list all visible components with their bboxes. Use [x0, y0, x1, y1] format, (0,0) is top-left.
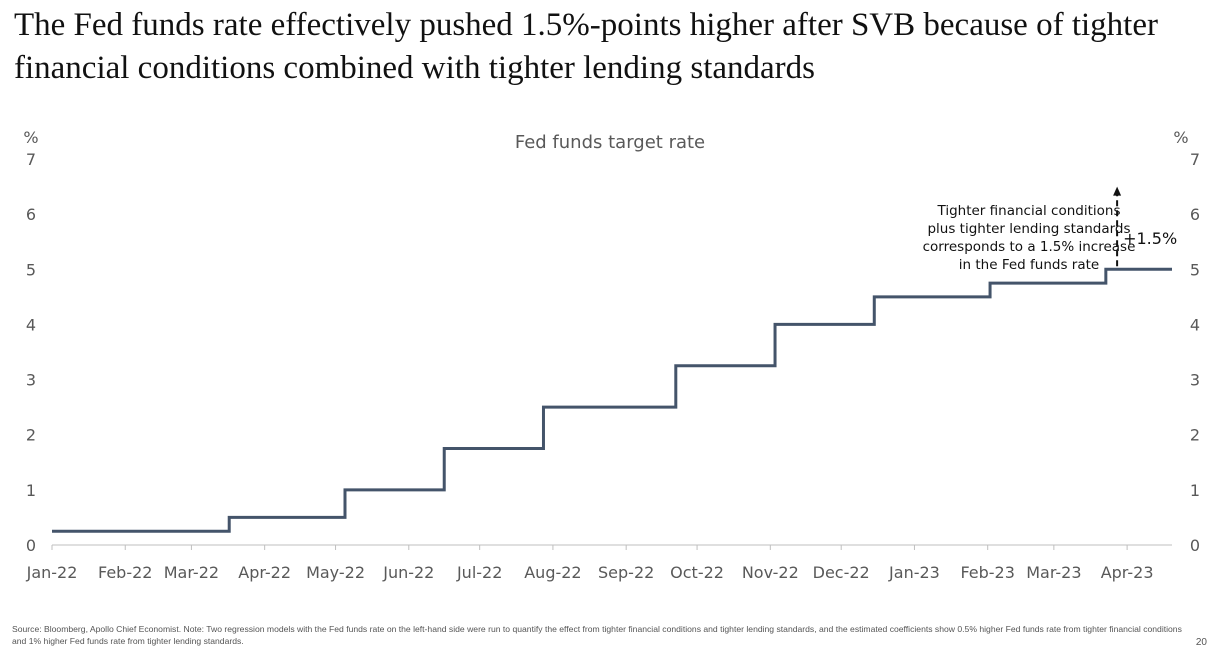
page-title: The Fed funds rate effectively pushed 1.…: [14, 7, 1158, 86]
up-arrow-icon: [1113, 186, 1122, 196]
right-y-tick-label: 4: [1190, 315, 1200, 334]
left-y-tick-label: 4: [26, 315, 36, 334]
fed-funds-chart: Fed funds target rate % % 0 1 2 3 4 5 6 7 0 1 2 3 4…: [23, 128, 1200, 582]
right-y-tick-label: 2: [1190, 426, 1200, 445]
x-tick-label: Mar-23: [1026, 563, 1081, 582]
right-axis-unit: %: [1173, 128, 1188, 147]
annotation-text-line: in the Fed funds rate: [959, 257, 1099, 273]
x-axis: Jan-22 Feb-22 Mar-22 Apr-22 May-22 Jun-22 Jul-…: [26, 544, 1172, 582]
x-tick-label: Jan-22: [26, 563, 78, 582]
source-footnote: Source: Bloomberg, Apollo Chief Economis…: [12, 624, 1182, 646]
right-y-tick-label: 1: [1190, 481, 1200, 500]
left-y-tick-label: 6: [26, 205, 36, 224]
right-y-axis: 0 1 2 3 4 5 6 7: [1190, 150, 1200, 555]
fed-funds-rate-line: [52, 267, 1172, 533]
x-tick-label: Dec-22: [813, 563, 870, 582]
x-tick-label: Aug-22: [524, 563, 581, 582]
chart-title: Fed funds target rate: [515, 132, 705, 153]
annotation-text-line: Tighter financial conditions: [937, 203, 1121, 219]
x-tick-label: Jul-22: [456, 563, 502, 582]
x-tick-label: Oct-22: [670, 563, 724, 582]
x-tick-label: Feb-22: [98, 563, 152, 582]
left-y-tick-label: 7: [26, 150, 36, 169]
right-y-tick-label: 0: [1190, 536, 1200, 555]
x-tick-label: May-22: [306, 563, 365, 582]
x-tick-label: Jun-22: [382, 563, 434, 582]
left-y-axis: 0 1 2 3 4 5 6 7: [26, 150, 36, 555]
page-number: 20: [1195, 637, 1207, 648]
x-tick-label: Feb-23: [960, 563, 1014, 582]
left-y-tick-label: 5: [26, 260, 36, 279]
x-tick-label: Mar-22: [164, 563, 219, 582]
left-y-tick-label: 0: [26, 536, 36, 555]
right-y-tick-label: 5: [1190, 260, 1200, 279]
left-y-tick-label: 3: [26, 371, 36, 390]
right-y-tick-label: 7: [1190, 150, 1200, 169]
series-layer: [52, 267, 1172, 533]
x-tick-label: Nov-22: [742, 563, 799, 582]
x-tick-label: Sep-22: [598, 563, 654, 582]
annotation-text-line: corresponds to a 1.5% increase: [923, 239, 1136, 255]
right-y-tick-label: 6: [1190, 205, 1200, 224]
x-tick-label: Apr-22: [238, 563, 291, 582]
left-axis-unit: %: [23, 128, 38, 147]
x-tick-label: Apr-23: [1101, 563, 1154, 582]
left-y-tick-label: 1: [26, 481, 36, 500]
x-tick-label: Jan-23: [888, 563, 940, 582]
annotation-layer: +1.5%Tighter financial conditions plus ti…: [923, 186, 1177, 273]
annotation-text-line: plus tighter lending standards: [927, 221, 1130, 237]
right-y-tick-label: 3: [1190, 371, 1200, 390]
left-y-tick-label: 2: [26, 426, 36, 445]
increase-label: +1.5%: [1123, 229, 1177, 248]
